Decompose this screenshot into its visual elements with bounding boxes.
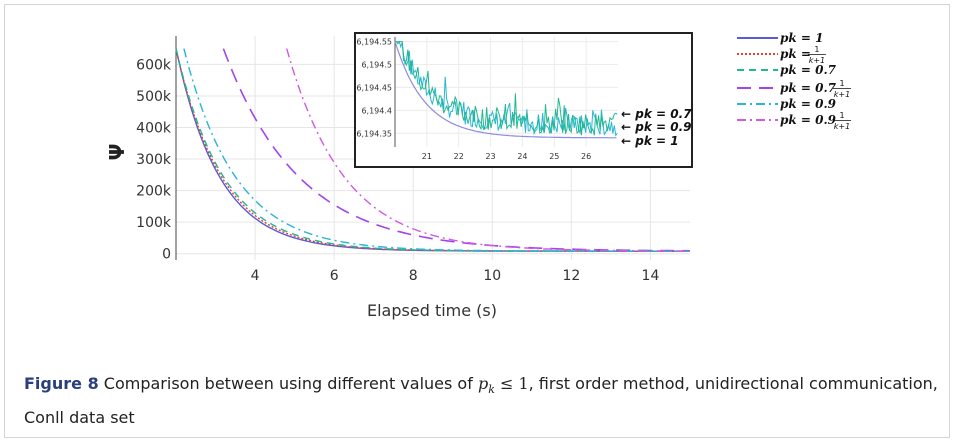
legend-entry: pk = 0.9 (780, 97, 837, 111)
legend-frac-num: 1 (839, 111, 844, 120)
caption-math-var: p (477, 374, 489, 393)
series-line (175, 48, 690, 252)
legend-entry: pk = (780, 47, 811, 61)
legend-entry: pk = 1 (780, 31, 823, 45)
inset-chart: 6,194.35 6,194.4 6,194.45 6,194.5 6,194.55 21… (354, 32, 693, 168)
inset-y-tick-label: 6,194.45 (356, 83, 392, 92)
caption-math: pk ≤ 1 (477, 374, 529, 397)
y-tick-label: 500k (136, 89, 172, 105)
inset-x-tick-label: 24 (517, 152, 527, 161)
x-tick-label: 6 (330, 268, 339, 284)
y-tick-label: 300k (136, 152, 172, 168)
y-tick-label: 400k (136, 120, 172, 136)
caption-text-pre: Comparison between using different value… (103, 374, 478, 393)
y-tick-label: 200k (136, 184, 172, 200)
series-line (175, 48, 690, 252)
y-tick-label: 100k (136, 215, 172, 231)
legend-frac-num: 1 (839, 79, 844, 88)
x-tick-labels: 4 6 8 10 12 14 (251, 268, 660, 284)
y-tick-label: 600k (136, 57, 172, 73)
inset-y-tick-label: 6,194.4 (361, 106, 392, 115)
caption-label: Figure 8 (24, 374, 99, 393)
inset-x-tick-label: 22 (454, 152, 464, 161)
figure-frame (4, 4, 950, 438)
inset-x-tick-label: 21 (422, 152, 432, 161)
inset-line-pk-0.7 (395, 41, 618, 136)
inset-y-tick-label: 6,194.5 (361, 61, 392, 70)
x-tick-label: 10 (483, 268, 501, 284)
series-line (286, 48, 690, 252)
legend: pk = 1pk = 1k+1pk = 0.7pk = 0.7 1k+1pk =… (737, 31, 851, 131)
legend-entry: pk = 0.7 (780, 63, 837, 77)
series-lines (175, 48, 691, 252)
caption-math-sub: k (488, 383, 495, 397)
caption-math-rel: ≤ 1 (494, 374, 529, 393)
x-axis-label: Elapsed time (s) (367, 301, 497, 320)
series-line (183, 48, 690, 252)
inset-x-tick-label: 25 (549, 152, 559, 161)
inset-x-tick-label: 23 (485, 152, 495, 161)
inset-y-tick-label: 6,194.55 (356, 38, 392, 47)
legend-entry: pk = 0.7 (780, 81, 837, 95)
y-axis-label: Ψ (105, 144, 129, 161)
y-tick-labels: 0 100k 200k 300k 400k 500k 600k (136, 57, 172, 262)
inset-annotation: ← pk = 0.9 (621, 120, 691, 134)
legend-frac-den: k+1 (834, 122, 850, 131)
inset-annotation: ← pk = 0.7 (621, 107, 692, 121)
y-tick-label: 0 (162, 247, 171, 263)
inset-frame (354, 32, 693, 168)
x-tick-label: 12 (562, 268, 580, 284)
figure-caption: Figure 8 Comparison between using differ… (24, 370, 938, 432)
x-tick-label: 4 (251, 268, 260, 284)
inset-annotation: ← pk = 1 (621, 134, 679, 148)
caption-text-post: , first order method, unidirectional com… (24, 374, 938, 428)
legend-entry: pk = 0.9 (780, 113, 837, 127)
inset-line-pk-1 (394, 41, 617, 139)
inset-x-tick-label: 26 (581, 152, 591, 161)
inset-y-tick-label: 6,194.35 (356, 129, 392, 138)
legend-frac-den: k+1 (834, 90, 850, 99)
legend-frac-den: k+1 (809, 56, 825, 65)
line-chart: 0 100k 200k 300k 400k 500k 600k 4 6 8 10 12 14 Elap… (105, 31, 851, 320)
x-tick-label: 14 (642, 268, 660, 284)
legend-frac-num: 1 (814, 45, 819, 54)
x-tick-label: 8 (409, 268, 418, 284)
